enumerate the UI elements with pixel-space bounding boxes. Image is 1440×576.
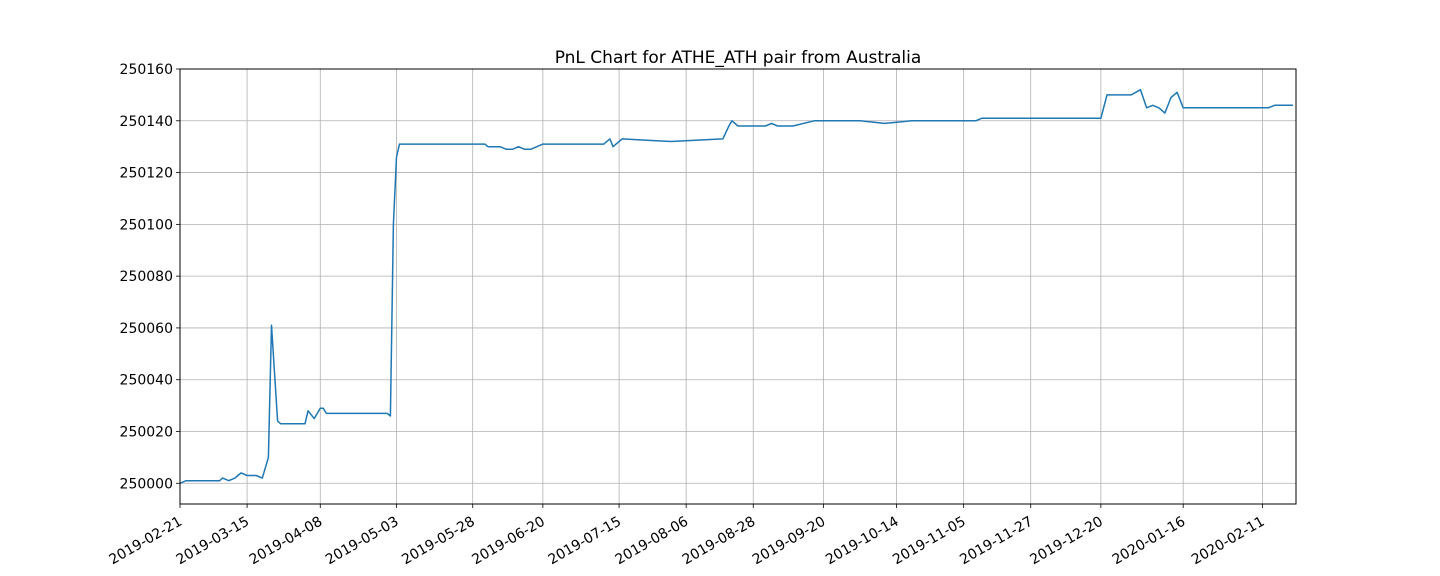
- y-axis: 250000 250020 250040 250060 250080 250100 2501…: [120, 62, 180, 492]
- y-tick-label: 250000: [120, 476, 173, 492]
- series-group: [179, 88, 1294, 484]
- y-tick-label: 250140: [120, 114, 173, 130]
- y-tick-label: 250120: [120, 166, 173, 182]
- chart-title: PnL Chart for ATHE_ATH pair from Austral…: [555, 48, 922, 68]
- y-tick-label: 250040: [120, 373, 173, 389]
- y-tick-label: 250160: [120, 62, 173, 78]
- grid-lines: [179, 68, 1296, 504]
- y-tick-label: 250060: [120, 321, 173, 337]
- plot-frame: [179, 68, 1297, 505]
- y-tick-label: 250080: [120, 269, 173, 285]
- y-tick-label: 250020: [120, 425, 173, 441]
- y-tick-label: 250100: [120, 217, 173, 233]
